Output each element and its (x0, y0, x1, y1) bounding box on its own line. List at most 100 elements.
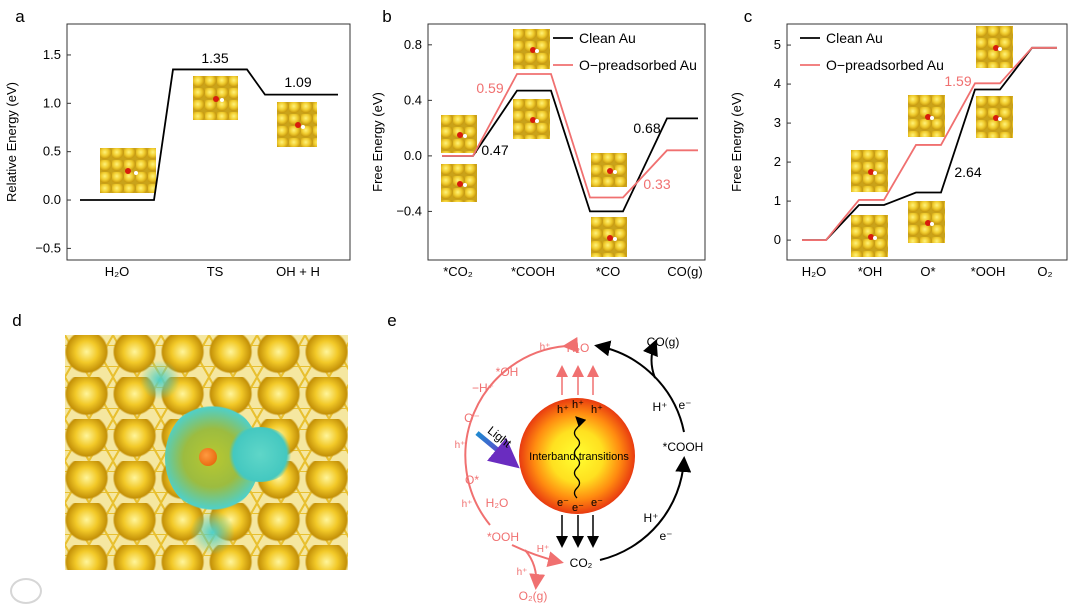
oxygen-atom (457, 132, 464, 139)
y-axis-label: Free Energy (eV) (370, 92, 385, 192)
o2-gas-label: O₂(g) (519, 589, 548, 603)
excitation-wave-icon (573, 416, 587, 499)
energy-annotation: 0.59 (476, 80, 503, 96)
y-tick-label: 5 (774, 37, 781, 52)
x-category-label: *COOH (511, 264, 555, 279)
adsorption-structure-inset (277, 102, 317, 147)
energy-annotation: 0.33 (643, 176, 670, 192)
y-tick-label: 2 (774, 154, 781, 169)
interband-transitions-label: Interband transitions (529, 451, 629, 463)
oxygen-atom (924, 113, 931, 120)
plot-frame (786, 23, 1068, 261)
electron-label: e⁻ (591, 497, 603, 509)
hole-label: h⁺ (517, 567, 528, 578)
legend-label: O−preadsorbed Au (826, 57, 944, 73)
energy-annotation: 1.09 (284, 74, 311, 90)
co-gas-label: CO(g) (647, 335, 680, 349)
legend-label: Clean Au (579, 30, 636, 46)
legend-label: O−preadsorbed Au (579, 57, 697, 73)
adsorption-structure-inset (976, 96, 1013, 138)
oxygen-atom (125, 168, 132, 175)
oxygen-atom (213, 95, 220, 102)
y-axis-label: Free Energy (eV) (729, 92, 744, 192)
adsorption-structure-inset (100, 148, 156, 193)
proton-label: H⁺ (653, 400, 668, 414)
watermark-logo (10, 578, 42, 604)
charge-density-panel (65, 335, 348, 570)
series-line-o-preadsorbed-au (802, 46, 1057, 242)
ooh-arrow (511, 544, 564, 567)
reaction-scheme: e d Light Interband transitions H₂O h⁺ CO(g) *O… (12, 311, 703, 603)
hydrogen-atom (462, 134, 467, 138)
x-category-label: *OH (858, 264, 883, 279)
oxygen-atom (529, 117, 536, 123)
oxygen-atom (199, 448, 217, 466)
adsorption-structure-inset (851, 150, 888, 192)
hydrogen-atom (301, 124, 305, 129)
hydrogen-atom (930, 116, 935, 120)
hole-label: h⁺ (462, 499, 473, 510)
o-star-label: O* (465, 473, 479, 487)
reduction-arrow (599, 456, 692, 561)
electron-label: e⁻ (659, 529, 672, 543)
adsorption-structure-inset (513, 29, 550, 69)
charge-density-blob (190, 510, 235, 555)
electron-label: e⁻ (557, 497, 569, 509)
hydrogen-atom (873, 236, 878, 240)
oxygen-atom (529, 47, 536, 53)
x-category-label: OH + H (276, 264, 320, 279)
cooh-label: *COOH (663, 440, 704, 454)
x-category-label: TS (207, 264, 224, 279)
oxygen-atom (992, 44, 999, 51)
h2o-label: H₂O (567, 341, 590, 355)
panel-label: e (387, 311, 396, 330)
oxidation-cycle-arrow (464, 336, 579, 526)
o2-release-arrow (524, 549, 546, 590)
oxygen-atom (867, 168, 874, 175)
plot-frame (427, 23, 706, 261)
hydrogen-atom (535, 119, 540, 123)
y-tick-label: 1 (774, 193, 781, 208)
hydrogen-atom (535, 49, 540, 53)
x-category-label: *CO₂ (443, 264, 473, 279)
hole-label: h⁺ (557, 404, 569, 416)
panel-label: d (12, 311, 21, 330)
x-category-label: *CO (596, 264, 621, 279)
oxygen-atom (607, 235, 614, 241)
x-category-label: CO(g) (667, 264, 702, 279)
co2-label: CO₂ (570, 556, 593, 570)
hole-label: h⁺ (591, 404, 603, 416)
panel-label: a (15, 7, 25, 26)
panel-label: b (382, 7, 391, 26)
hydrogen-atom (998, 117, 1003, 121)
y-tick-label: 4 (774, 76, 781, 91)
proton-label: H⁺ (537, 544, 550, 555)
charge-density-blob (225, 427, 295, 482)
y-tick-label: 1.5 (43, 47, 61, 62)
adsorption-structure-inset (193, 76, 238, 120)
y-tick-label: 0.0 (43, 192, 61, 207)
adsorption-structure-inset (441, 164, 477, 202)
y-tick-label: 0 (774, 232, 781, 247)
energy-annotation: 2.64 (954, 164, 981, 180)
ooh-label: *OOH (487, 530, 519, 544)
y-tick-label: −0.5 (35, 240, 61, 255)
x-category-label: O₂ (1037, 264, 1052, 279)
proton-label: H⁺ (644, 511, 659, 525)
y-tick-label: 1.0 (43, 95, 61, 110)
electron-label: e⁻ (572, 502, 584, 514)
hydrogen-atom (612, 170, 617, 174)
oxygen-atom (924, 219, 931, 226)
charge-density-blob (140, 360, 180, 400)
hydrogen-atom (462, 183, 467, 187)
y-tick-label: 0.0 (404, 148, 422, 163)
hydrogen-atom (612, 237, 617, 241)
oxygen-atom (457, 181, 464, 188)
adsorption-structure-inset (441, 115, 477, 153)
hydrogen-atom (998, 47, 1003, 51)
y-tick-label: 0.5 (43, 144, 61, 159)
hole-label: h⁺ (540, 342, 551, 353)
hydrogen-atom (133, 170, 138, 175)
